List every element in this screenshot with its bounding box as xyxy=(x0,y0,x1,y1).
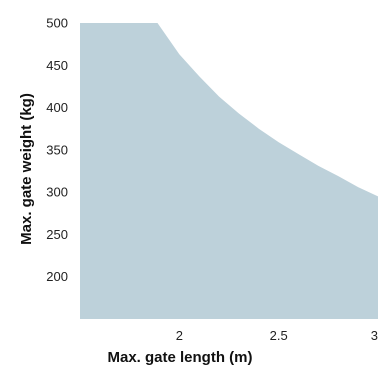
y-axis-title: Max. gate weight (kg) xyxy=(18,93,35,245)
y-tick-label: 200 xyxy=(46,269,68,284)
x-tick-label: 2 xyxy=(176,328,183,343)
area-series xyxy=(80,23,378,319)
x-tick-label: 3 xyxy=(371,328,378,343)
y-tick-label: 450 xyxy=(46,58,68,73)
y-tick-label: 350 xyxy=(46,142,68,157)
y-axis-ticks: 200 250 300 350 400 450 500 xyxy=(46,16,68,285)
x-axis-ticks: 2 2.5 3 xyxy=(176,328,378,343)
x-tick-label: 2.5 xyxy=(270,328,288,343)
y-tick-label: 250 xyxy=(46,227,68,242)
y-tick-label: 300 xyxy=(46,185,68,200)
x-axis-title: Max. gate length (m) xyxy=(107,349,252,366)
y-tick-label: 500 xyxy=(46,16,68,31)
y-tick-label: 400 xyxy=(46,100,68,115)
